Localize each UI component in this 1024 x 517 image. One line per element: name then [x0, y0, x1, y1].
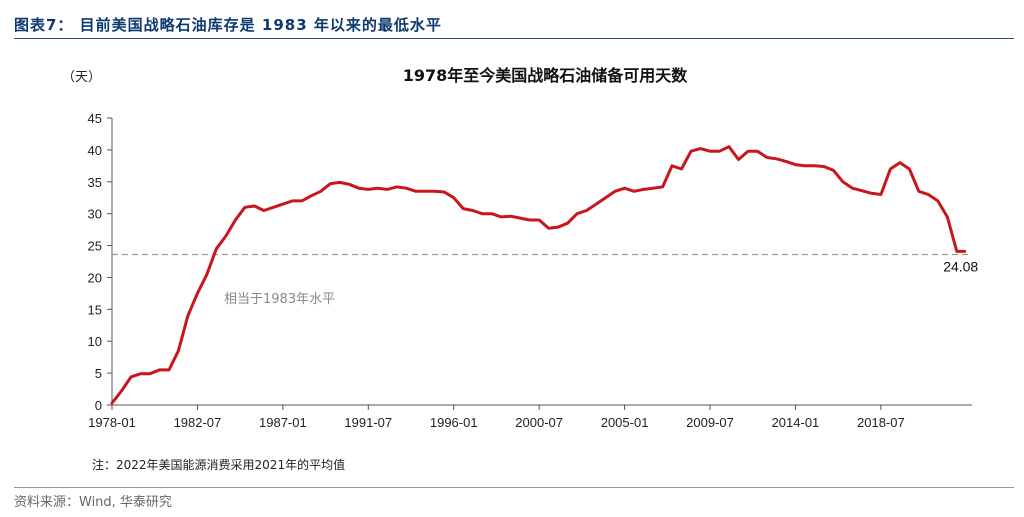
y-tick-label: 20 [88, 270, 102, 285]
y-tick-label: 40 [88, 143, 102, 158]
chart-title: 1978年至今美国战略石油储备可用天数 [403, 66, 689, 85]
x-axis: 1978-01 1982-07 1987-01 1991-07 1996-01 2000-… [88, 404, 972, 430]
y-tick-label: 0 [95, 398, 102, 413]
source-note: 资料来源：Wind, 华泰研究 [14, 495, 172, 510]
x-tick-label: 2009-07 [686, 415, 734, 430]
y-tick-label: 30 [88, 207, 102, 222]
y-tick-label: 35 [88, 175, 102, 190]
x-tick-label: 1978-01 [88, 415, 136, 430]
end-value-label: 24.08 [943, 258, 978, 274]
reference-line-label: 相当于1983年水平 [224, 292, 335, 307]
y-tick-label: 5 [95, 366, 102, 381]
y-tick-label: 45 [88, 111, 102, 126]
x-tick-label: 1982-07 [174, 415, 222, 430]
header-divider [14, 38, 1014, 39]
y-tick-label: 25 [88, 239, 102, 254]
x-tick-label: 2000-07 [515, 415, 563, 430]
y-axis: 0 5 10 15 20 25 30 35 40 45 [88, 111, 113, 413]
x-tick-label: 2005-01 [601, 415, 649, 430]
y-tick-label: 10 [88, 334, 102, 349]
x-tick-label: 1996-01 [430, 415, 478, 430]
x-tick-label: 1991-07 [344, 415, 392, 430]
series-line [110, 145, 967, 405]
x-tick-label: 2014-01 [772, 415, 820, 430]
y-axis-unit-label: （天） [62, 70, 101, 85]
y-tick-label: 15 [88, 302, 102, 317]
footer-divider [14, 487, 1014, 488]
x-tick-label: 1987-01 [259, 415, 307, 430]
x-tick-label: 2018-07 [857, 415, 905, 430]
chart-footnote: 注：2022年美国能源消费采用2021年的平均值 [92, 457, 345, 472]
figure-title: 图表7： 目前美国战略石油库存是 1983 年以来的最低水平 [14, 16, 442, 34]
